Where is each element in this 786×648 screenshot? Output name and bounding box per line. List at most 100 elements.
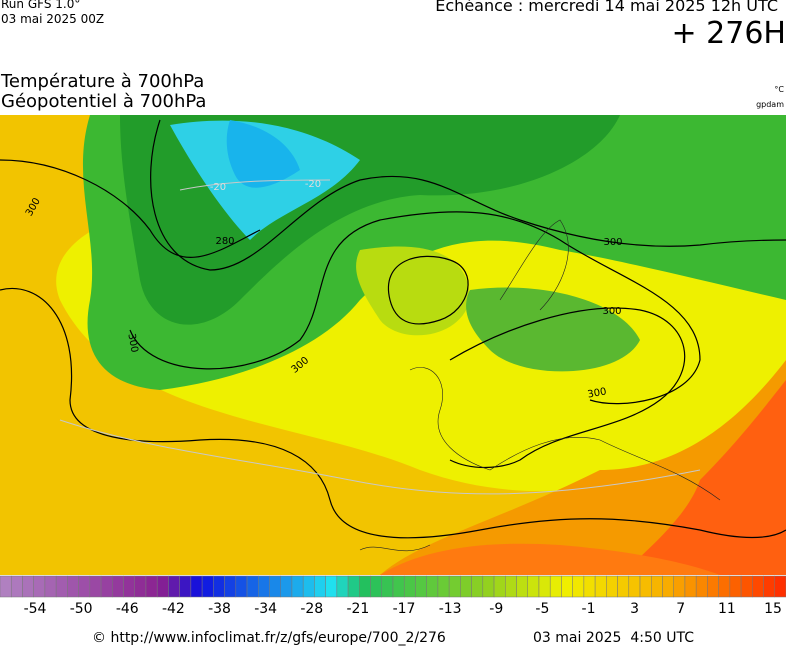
color-box [415, 575, 427, 598]
scale-label: -1 [582, 601, 596, 617]
color-box [740, 575, 753, 598]
contour-label: -20 [210, 182, 226, 193]
scale-label: -46 [116, 601, 139, 617]
title: Température à 700hPa [1, 71, 205, 92]
color-box [460, 575, 472, 598]
contour-label: -20 [305, 179, 321, 190]
color-box [763, 575, 776, 598]
color-box [44, 575, 57, 598]
color-box [774, 575, 786, 598]
generated-time: 03 mai 2025 4:50 UTC [533, 630, 694, 646]
color-box [448, 575, 461, 598]
color-box [561, 575, 573, 598]
forecast-time: Echéance : mercredi 14 mai 2025 12h UTC [435, 0, 778, 15]
color-box [112, 575, 124, 598]
color-box [67, 575, 79, 598]
scale-label: -9 [489, 601, 503, 617]
color-box [516, 575, 528, 598]
scale-label: -28 [300, 601, 323, 617]
color-box [707, 575, 719, 598]
color-box [426, 575, 439, 598]
color-box [145, 575, 158, 598]
scale-label: -21 [346, 601, 369, 617]
color-box [302, 575, 315, 598]
color-box [370, 575, 383, 598]
color-box [33, 575, 46, 598]
color-box [0, 575, 12, 598]
color-box [314, 575, 326, 598]
color-box [100, 575, 113, 598]
scale-label: -42 [162, 601, 185, 617]
color-box [617, 575, 630, 598]
unit: gpdam [756, 100, 784, 109]
color-box [639, 575, 652, 598]
scale-label: -54 [24, 601, 47, 617]
color-box [403, 575, 416, 598]
run-label: Run GFS 1.0° [1, 0, 81, 11]
run-date: 03 mai 2025 00Z [1, 12, 105, 26]
color-box [134, 575, 147, 598]
color-box [729, 575, 742, 598]
color-box [22, 575, 34, 598]
contour-label: 300 [125, 333, 139, 354]
color-box [10, 575, 23, 598]
contour-label: 300 [603, 237, 622, 248]
color-box [628, 575, 641, 598]
color-box [269, 575, 281, 598]
scale-label: -50 [70, 601, 93, 617]
color-box [55, 575, 68, 598]
color-box [606, 575, 618, 598]
scale-label: 7 [676, 601, 685, 617]
source: © http://www.infoclimat.fr/z/gfs/europe/… [92, 630, 446, 646]
color-box [673, 575, 686, 598]
color-box [572, 575, 585, 598]
color-box [482, 575, 495, 598]
color-box [695, 575, 708, 598]
color-box [89, 575, 102, 598]
color-box [662, 575, 674, 598]
color-box [549, 575, 562, 598]
color-box [381, 575, 394, 598]
color-box [235, 575, 248, 598]
lead-time: + 276H [671, 16, 786, 51]
color-box [78, 575, 91, 598]
scale-label: -34 [254, 601, 277, 617]
scale-label: 15 [764, 601, 782, 617]
color-box [280, 575, 293, 598]
color-box [437, 575, 450, 598]
color-box [527, 575, 540, 598]
scale-label: 3 [630, 601, 639, 617]
color-box [179, 575, 192, 598]
contour-label: 300 [602, 306, 621, 317]
color-box [718, 575, 731, 598]
color-box [651, 575, 663, 598]
color-box [471, 575, 484, 598]
color-box [336, 575, 349, 598]
color-box [493, 575, 506, 598]
color-box [156, 575, 169, 598]
contour-label: 280 [215, 236, 234, 247]
color-box [594, 575, 607, 598]
color-box [684, 575, 697, 598]
color-box [538, 575, 551, 598]
color-box [752, 575, 764, 598]
color-box [392, 575, 405, 598]
color-box [258, 575, 270, 598]
scale-label: -5 [535, 601, 549, 617]
color-box [190, 575, 203, 598]
color-box [359, 575, 371, 598]
color-box [168, 575, 180, 598]
color-box [123, 575, 135, 598]
color-box [213, 575, 225, 598]
color-box [224, 575, 237, 598]
title: Géopotentiel à 700hPa [1, 91, 207, 112]
scale-label: -13 [439, 601, 462, 617]
color-box [291, 575, 304, 598]
color-box [583, 575, 596, 598]
unit: °C [774, 85, 784, 94]
color-box [201, 575, 214, 598]
color-box [325, 575, 338, 598]
scale-label: -17 [393, 601, 416, 617]
